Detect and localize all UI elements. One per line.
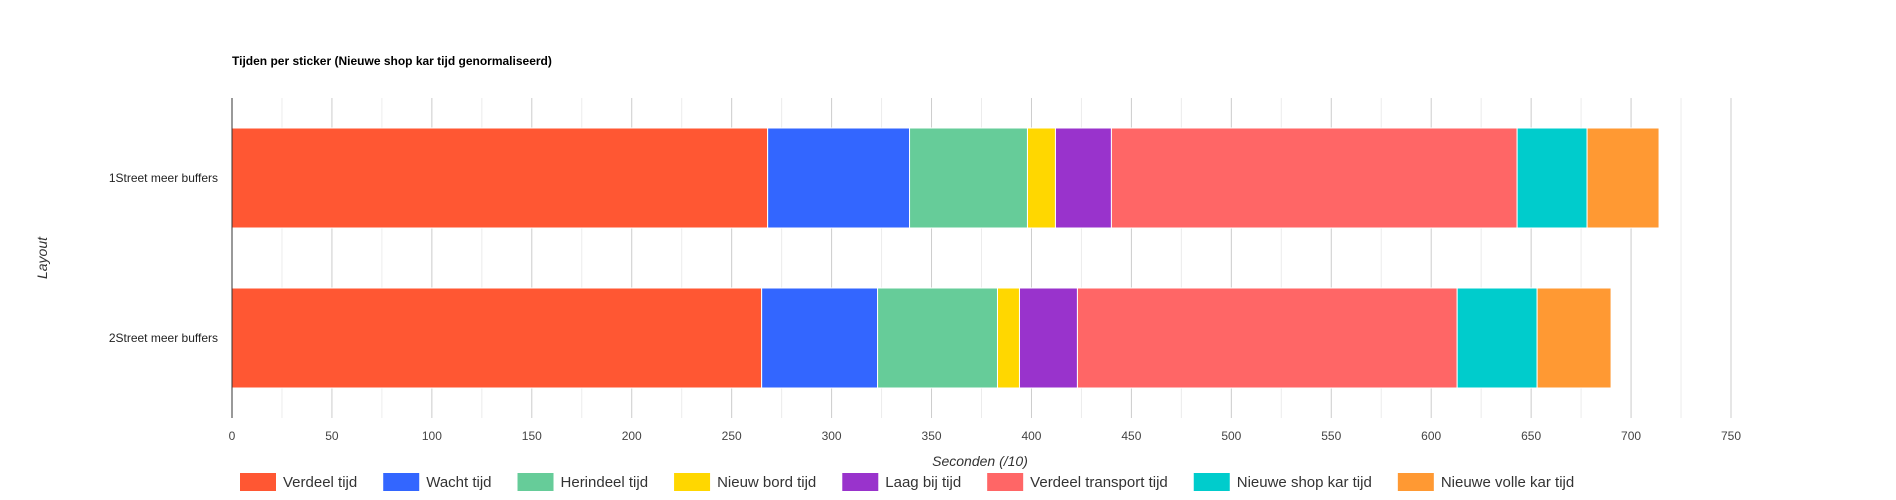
bar-segment-1-2 xyxy=(767,127,911,229)
x-tick-label: 350 xyxy=(922,429,942,443)
category-label: 2Street meer buffers xyxy=(109,331,218,345)
chart-title: Tijden per sticker (Nieuwe shop kar tijd… xyxy=(232,54,552,68)
legend-label: Verdeel tijd xyxy=(283,474,357,491)
legend-label: Nieuwe shop kar tijd xyxy=(1237,474,1372,491)
bar-segment-2-6 xyxy=(1076,287,1458,389)
x-tick-label: 100 xyxy=(422,429,442,443)
x-tick-label: 450 xyxy=(1121,429,1141,443)
legend-item-8: Nieuwe volle kar tijd xyxy=(1397,473,1574,491)
legend-item-2: Wacht tijd xyxy=(383,473,492,491)
x-tick-label: 0 xyxy=(229,429,236,443)
bars-group xyxy=(231,127,1660,389)
x-tick-labels: 0 50 100 150 200 250 300 350 400 450 500 550 600 650 7… xyxy=(229,429,1742,443)
x-tick-label: 550 xyxy=(1321,429,1341,443)
legend-label: Nieuw bord tijd xyxy=(717,474,816,491)
legend-swatch xyxy=(987,473,1024,491)
legend-label: Wacht tijd xyxy=(426,474,491,491)
bar-segment-2-4 xyxy=(996,287,1020,389)
legend-item-3: Herindeel tijd xyxy=(517,473,649,491)
category-label: 1Street meer buffers xyxy=(109,171,218,185)
legend-item-6: Verdeel transport tijd xyxy=(987,473,1168,491)
legend-swatch xyxy=(240,473,276,491)
legend-item-7: Nieuwe shop kar tijd xyxy=(1193,473,1372,491)
legend-item-4: Nieuw bord tijd xyxy=(674,473,816,491)
bar-segment-2-2 xyxy=(761,287,879,389)
legend-swatch xyxy=(517,473,554,491)
bar-segment-2-7 xyxy=(1456,287,1538,389)
x-tick-label: 750 xyxy=(1721,429,1741,443)
y-axis-title: Layout xyxy=(34,236,50,279)
x-tick-label: 500 xyxy=(1221,429,1241,443)
legend-swatch xyxy=(674,473,711,491)
x-tick-label: 300 xyxy=(822,429,842,443)
legend-swatch xyxy=(842,473,879,491)
legend-label: Laag bij tijd xyxy=(885,474,961,491)
x-tick-label: 700 xyxy=(1621,429,1641,443)
x-tick-label: 650 xyxy=(1521,429,1541,443)
bar-segment-1-8 xyxy=(1586,127,1660,229)
bar-segment-2-1 xyxy=(231,287,763,389)
legend-item-5: Laag bij tijd xyxy=(842,473,961,491)
x-tick-label: 250 xyxy=(722,429,742,443)
legend-swatch xyxy=(383,473,420,491)
bar-segment-2-5 xyxy=(1018,287,1078,389)
x-axis-title: Seconden (/10) xyxy=(932,453,1028,469)
bar-segment-2-8 xyxy=(1536,287,1612,389)
bar-segment-2-3 xyxy=(877,287,998,389)
bar-segment-1-7 xyxy=(1516,127,1588,229)
legend: Verdeel tijd Wacht tijd Herindeel tijd Nieu… xyxy=(240,473,1574,491)
x-tick-label: 200 xyxy=(622,429,642,443)
x-tick-label: 600 xyxy=(1421,429,1441,443)
x-tick-label: 150 xyxy=(522,429,542,443)
y-category-labels: 1Street meer buffers 2Street meer buffers xyxy=(109,171,218,345)
legend-swatch xyxy=(1193,473,1230,491)
legend-label: Nieuwe volle kar tijd xyxy=(1441,474,1574,491)
legend-label: Verdeel transport tijd xyxy=(1030,474,1168,491)
bar-segment-1-5 xyxy=(1054,127,1112,229)
bar-segment-1-4 xyxy=(1026,127,1056,229)
x-tick-label: 400 xyxy=(1021,429,1041,443)
x-tick-label: 50 xyxy=(325,429,339,443)
bar-segment-1-3 xyxy=(909,127,1028,229)
legend-item-1: Verdeel tijd xyxy=(240,473,357,491)
legend-swatch xyxy=(1397,473,1434,491)
bar-segment-1-1 xyxy=(231,127,769,229)
legend-label: Herindeel tijd xyxy=(561,474,649,491)
bar-segment-1-6 xyxy=(1110,127,1518,229)
